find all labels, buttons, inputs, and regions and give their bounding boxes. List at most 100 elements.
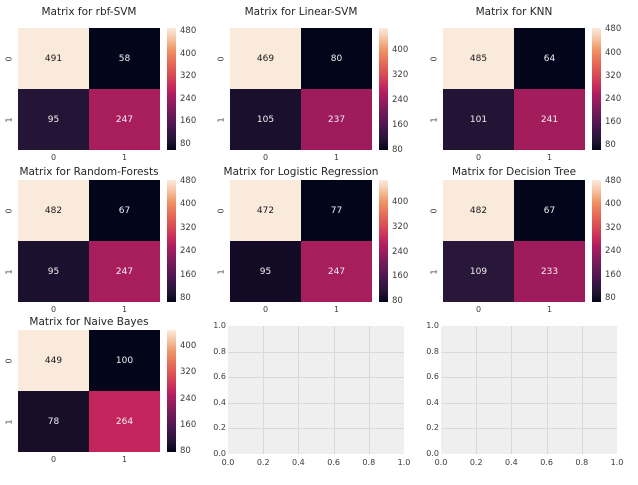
confusion-matrix-subplot: Matrix for Linear-SVM 469 80 105 237 0 1 0 1 80 16… xyxy=(212,0,425,162)
y-tick-label: 1 xyxy=(4,268,14,275)
y-tick-label: 1.0 xyxy=(213,321,226,330)
colorbar-tick-label: 80 xyxy=(392,145,403,155)
x-tick-label: 1.0 xyxy=(610,458,624,467)
colorbar-tick-label: 80 xyxy=(180,446,191,457)
heatmap-cell-value: 95 xyxy=(47,266,60,277)
colorbar-tick-label: 80 xyxy=(180,293,191,304)
colorbar-tick-label: 320 xyxy=(605,222,622,233)
x-tick-label: 0.0 xyxy=(221,458,235,467)
heatmap-cell: 67 xyxy=(89,180,160,241)
x-tick-label: 0.0 xyxy=(434,458,448,467)
y-tick-label: 0.2 xyxy=(213,423,226,433)
heatmap-cell: 469 xyxy=(230,28,301,89)
colorbar-tick-label: 80 xyxy=(180,138,191,149)
heatmap-cell-value: 247 xyxy=(327,266,346,277)
colorbar-tick-label: 320 xyxy=(180,71,197,82)
y-tick-label: 1 xyxy=(429,116,439,123)
subplot-title: Matrix for Decision Tree xyxy=(451,166,577,178)
x-tick-label: 1 xyxy=(546,305,553,314)
heatmap-cell-value: 469 xyxy=(256,53,275,64)
colorbar-tick-label: 400 xyxy=(180,341,197,352)
heatmap-cell: 491 xyxy=(18,28,89,89)
x-tick-label: 1.0 xyxy=(397,458,411,467)
gridline-vertical xyxy=(476,326,478,454)
confusion-matrix-subplot: Matrix for KNN 485 64 101 241 0 1 0 1 80 160 240 320… xyxy=(425,0,638,162)
y-tick-label: 0 xyxy=(429,55,439,62)
y-tick-label: 0 xyxy=(4,55,14,62)
heatmap-cell: 241 xyxy=(514,89,585,150)
heatmap-cell: 67 xyxy=(514,180,585,241)
colorbar-tick-label: 160 xyxy=(392,271,409,282)
heatmap-cell-value: 233 xyxy=(540,266,559,277)
colorbar xyxy=(167,180,176,302)
colorbar-tick-label: 400 xyxy=(392,197,409,208)
heatmap-cell-value: 485 xyxy=(469,53,488,64)
heatmap-cell-value: 105 xyxy=(256,114,275,125)
x-tick-label: 0 xyxy=(475,305,482,314)
heatmap-cell: 237 xyxy=(301,89,372,150)
colorbar xyxy=(592,28,601,150)
heatmap-cell: 80 xyxy=(301,28,372,89)
heatmap-cell-value: 67 xyxy=(118,205,131,216)
heatmap-cell: 264 xyxy=(89,391,160,452)
x-tick-label: 0.2 xyxy=(469,458,483,467)
gridline-vertical xyxy=(368,326,370,454)
heatmap-cell-value: 101 xyxy=(469,114,488,125)
heatmap-cell: 472 xyxy=(230,180,301,241)
y-tick-label: 0.0 xyxy=(426,449,439,458)
heatmap-cell-value: 247 xyxy=(115,266,134,277)
heatmap-cell: 247 xyxy=(301,241,372,302)
heatmap-cell-value: 58 xyxy=(118,53,131,64)
heatmap-cell-value: 100 xyxy=(115,355,134,366)
y-tick-label: 0.8 xyxy=(213,346,226,356)
x-tick-label: 0 xyxy=(50,305,57,314)
gridline-horizontal xyxy=(441,351,617,353)
x-tick-label: 1 xyxy=(546,153,553,162)
y-tick-label: 1 xyxy=(429,268,439,275)
colorbar-tick-label: 160 xyxy=(180,269,197,280)
gridline-vertical xyxy=(546,326,548,454)
x-tick-label: 1 xyxy=(121,305,128,314)
y-tick-label: 0 xyxy=(216,55,226,62)
colorbar xyxy=(167,28,176,150)
subplot-title: Matrix for KNN xyxy=(475,6,553,18)
heatmap-cell-value: 491 xyxy=(44,53,63,64)
confusion-matrix-subplot: Matrix for rbf-SVM 491 58 95 247 0 1 0 1 80 160 240… xyxy=(0,0,213,162)
colorbar-tick-label: 240 xyxy=(605,246,622,257)
heatmap-cell-value: 95 xyxy=(47,114,60,125)
x-tick-label: 1 xyxy=(333,153,340,162)
colorbar-tick-label: 320 xyxy=(180,222,197,233)
colorbar-tick-label: 240 xyxy=(392,246,409,257)
y-tick-label: 0.8 xyxy=(426,346,439,356)
gridline-vertical xyxy=(511,326,513,454)
y-tick-label: 0 xyxy=(4,357,14,364)
colorbar xyxy=(379,28,388,150)
x-tick-label: 0 xyxy=(262,305,269,314)
heatmap-cell-value: 77 xyxy=(330,205,343,216)
x-tick-label: 0 xyxy=(50,153,57,162)
x-tick-label: 0.2 xyxy=(256,458,270,467)
heatmap-cell: 482 xyxy=(443,180,514,241)
heatmap-cell: 101 xyxy=(443,89,514,150)
empty-axes-subplot: 0.0 0.2 0.4 0.6 0.8 1.0 0.0 0.2 0.4 0.6 0.8 1.0 xyxy=(212,316,425,485)
colorbar-tick-label: 160 xyxy=(605,117,622,128)
gridline-horizontal xyxy=(441,428,617,430)
x-tick-label: 0 xyxy=(475,153,482,162)
subplot-title: Matrix for Linear-SVM xyxy=(244,6,358,18)
colorbar-tick-label: 320 xyxy=(392,221,409,232)
y-tick-label: 1.0 xyxy=(426,321,439,330)
heatmap-cell: 482 xyxy=(18,180,89,241)
gridline-horizontal xyxy=(228,428,404,430)
colorbar-tick-label: 480 xyxy=(605,24,622,35)
colorbar-tick-label: 240 xyxy=(180,246,197,257)
y-tick-label: 0 xyxy=(429,207,439,214)
colorbar-tick-label: 160 xyxy=(180,116,197,127)
gridline-horizontal xyxy=(441,377,617,379)
colorbar-tick-label: 400 xyxy=(180,48,197,59)
empty-axes-subplot: 0.0 0.2 0.4 0.6 0.8 1.0 0.0 0.2 0.4 0.6 0.8 1.0 xyxy=(425,316,638,485)
heatmap-cell-value: 482 xyxy=(469,205,488,216)
heatmap-cell: 77 xyxy=(301,180,372,241)
heatmap-cell-value: 449 xyxy=(44,355,63,366)
colorbar-tick-label: 320 xyxy=(605,70,622,81)
